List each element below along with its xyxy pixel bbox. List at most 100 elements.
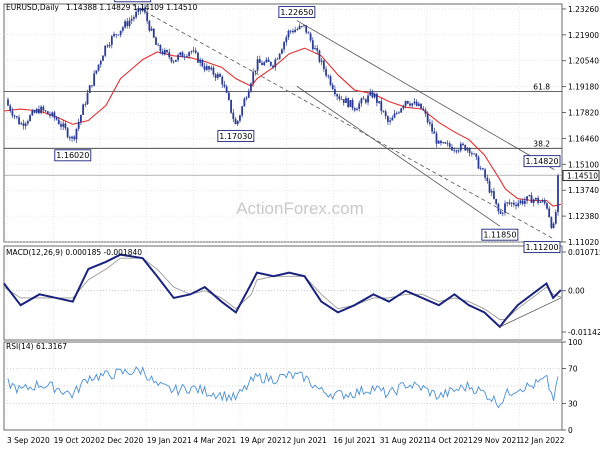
candle-body <box>225 86 228 93</box>
candle-body <box>300 25 303 27</box>
candle-body <box>499 211 502 214</box>
candle-body <box>325 69 327 76</box>
candle-body <box>484 169 487 178</box>
candle-body <box>71 136 73 139</box>
candle-body <box>506 202 509 204</box>
candle-body <box>548 208 551 218</box>
candle-body <box>194 50 197 53</box>
candle-body <box>550 217 553 228</box>
price-tick-label: 1.20540 <box>568 57 599 66</box>
candle-body <box>84 104 87 105</box>
last-price-label: 1.14510 <box>567 172 598 181</box>
candle-body <box>205 66 208 70</box>
macd-panel <box>3 253 562 329</box>
candle-body <box>135 11 138 18</box>
candle-body <box>384 111 387 117</box>
candle-body <box>157 44 160 46</box>
candle-body <box>557 175 559 213</box>
price-trendline <box>296 20 555 170</box>
candle-body <box>364 99 367 103</box>
candle-body <box>398 112 400 114</box>
candle-body <box>287 30 290 38</box>
callout-box <box>114 0 152 3</box>
candle-body <box>214 74 217 78</box>
candle-body <box>179 52 182 56</box>
candle-body <box>64 123 67 129</box>
candle-body <box>369 92 372 96</box>
callout-box <box>217 130 255 143</box>
candle-body <box>349 100 352 107</box>
candle-body <box>477 156 480 169</box>
candle-body <box>155 37 157 45</box>
candle-body <box>44 110 47 112</box>
candle-body <box>9 105 12 112</box>
candle-body <box>256 59 259 71</box>
candle-body <box>530 195 533 203</box>
candle-body <box>519 200 522 204</box>
candle-body <box>267 59 270 62</box>
candle-body <box>305 25 308 33</box>
candle-body <box>104 45 107 56</box>
x-tick-label: 29 Nov 2021 <box>473 436 521 445</box>
candle-body <box>479 168 482 170</box>
x-tick-label: 16 Jul 2021 <box>333 436 376 445</box>
candle-body <box>77 121 80 129</box>
candle-body <box>334 89 336 95</box>
candle-body <box>272 65 274 68</box>
candle-body <box>280 49 283 54</box>
candle-body <box>46 111 49 115</box>
candle-body <box>453 150 456 152</box>
candle-body <box>373 93 376 98</box>
price-tick-label: 1.21900 <box>568 31 599 40</box>
candle-body <box>537 197 540 203</box>
ohlc-text: 1.14388 1.14829 1.14109 1.14510 <box>66 3 197 12</box>
candle-body <box>133 17 135 19</box>
candle-body <box>296 29 299 30</box>
candle-body <box>110 36 113 45</box>
candle-body <box>188 52 191 57</box>
candle-body <box>51 112 54 116</box>
x-tick-label: 19 Jan 2021 <box>147 436 192 445</box>
candle-body <box>26 121 29 124</box>
candle-body <box>11 111 14 116</box>
candle-body <box>389 120 392 122</box>
candle-body <box>493 191 495 199</box>
candle-body <box>219 74 221 77</box>
price-trendline <box>132 4 554 239</box>
callouts: 1.23480 1.16020 1.22650 1.17030 1.14820 1.118… <box>54 0 561 254</box>
candle-body <box>309 33 312 41</box>
macd-panel-frame <box>3 245 563 341</box>
candle-body <box>464 144 467 151</box>
x-tick-label: 2 Dec 2020 <box>100 436 143 445</box>
candle-body <box>515 204 517 207</box>
candle-body <box>75 128 78 140</box>
candle-body <box>402 105 405 109</box>
candle-body <box>95 70 98 74</box>
candle-body <box>285 37 288 43</box>
candle-body <box>528 195 531 197</box>
candle-body <box>232 112 235 120</box>
candle-body <box>190 51 193 53</box>
price-trendline <box>296 85 501 227</box>
callout-box <box>278 6 316 19</box>
candle-body <box>422 108 425 111</box>
candle-body <box>329 76 332 85</box>
candle-body <box>367 95 369 103</box>
candle-body <box>378 101 380 103</box>
candle-body <box>274 59 277 68</box>
price-tick-label: 1.23260 <box>568 5 599 14</box>
candle-body <box>247 90 250 98</box>
candle-body <box>400 108 403 113</box>
candle-body <box>347 98 350 107</box>
candle-body <box>97 64 100 71</box>
candle-body <box>457 150 460 152</box>
candle-body <box>199 59 202 63</box>
candle-body <box>252 72 255 84</box>
candle-body <box>108 44 111 47</box>
candle-body <box>152 28 155 38</box>
macd-tick-label: -0.011424 <box>568 328 600 337</box>
watermark: ActionForex.com <box>236 199 364 218</box>
candle-body <box>144 7 146 13</box>
candle-body <box>60 124 62 127</box>
fib-level-label: 38.2 <box>533 139 550 148</box>
